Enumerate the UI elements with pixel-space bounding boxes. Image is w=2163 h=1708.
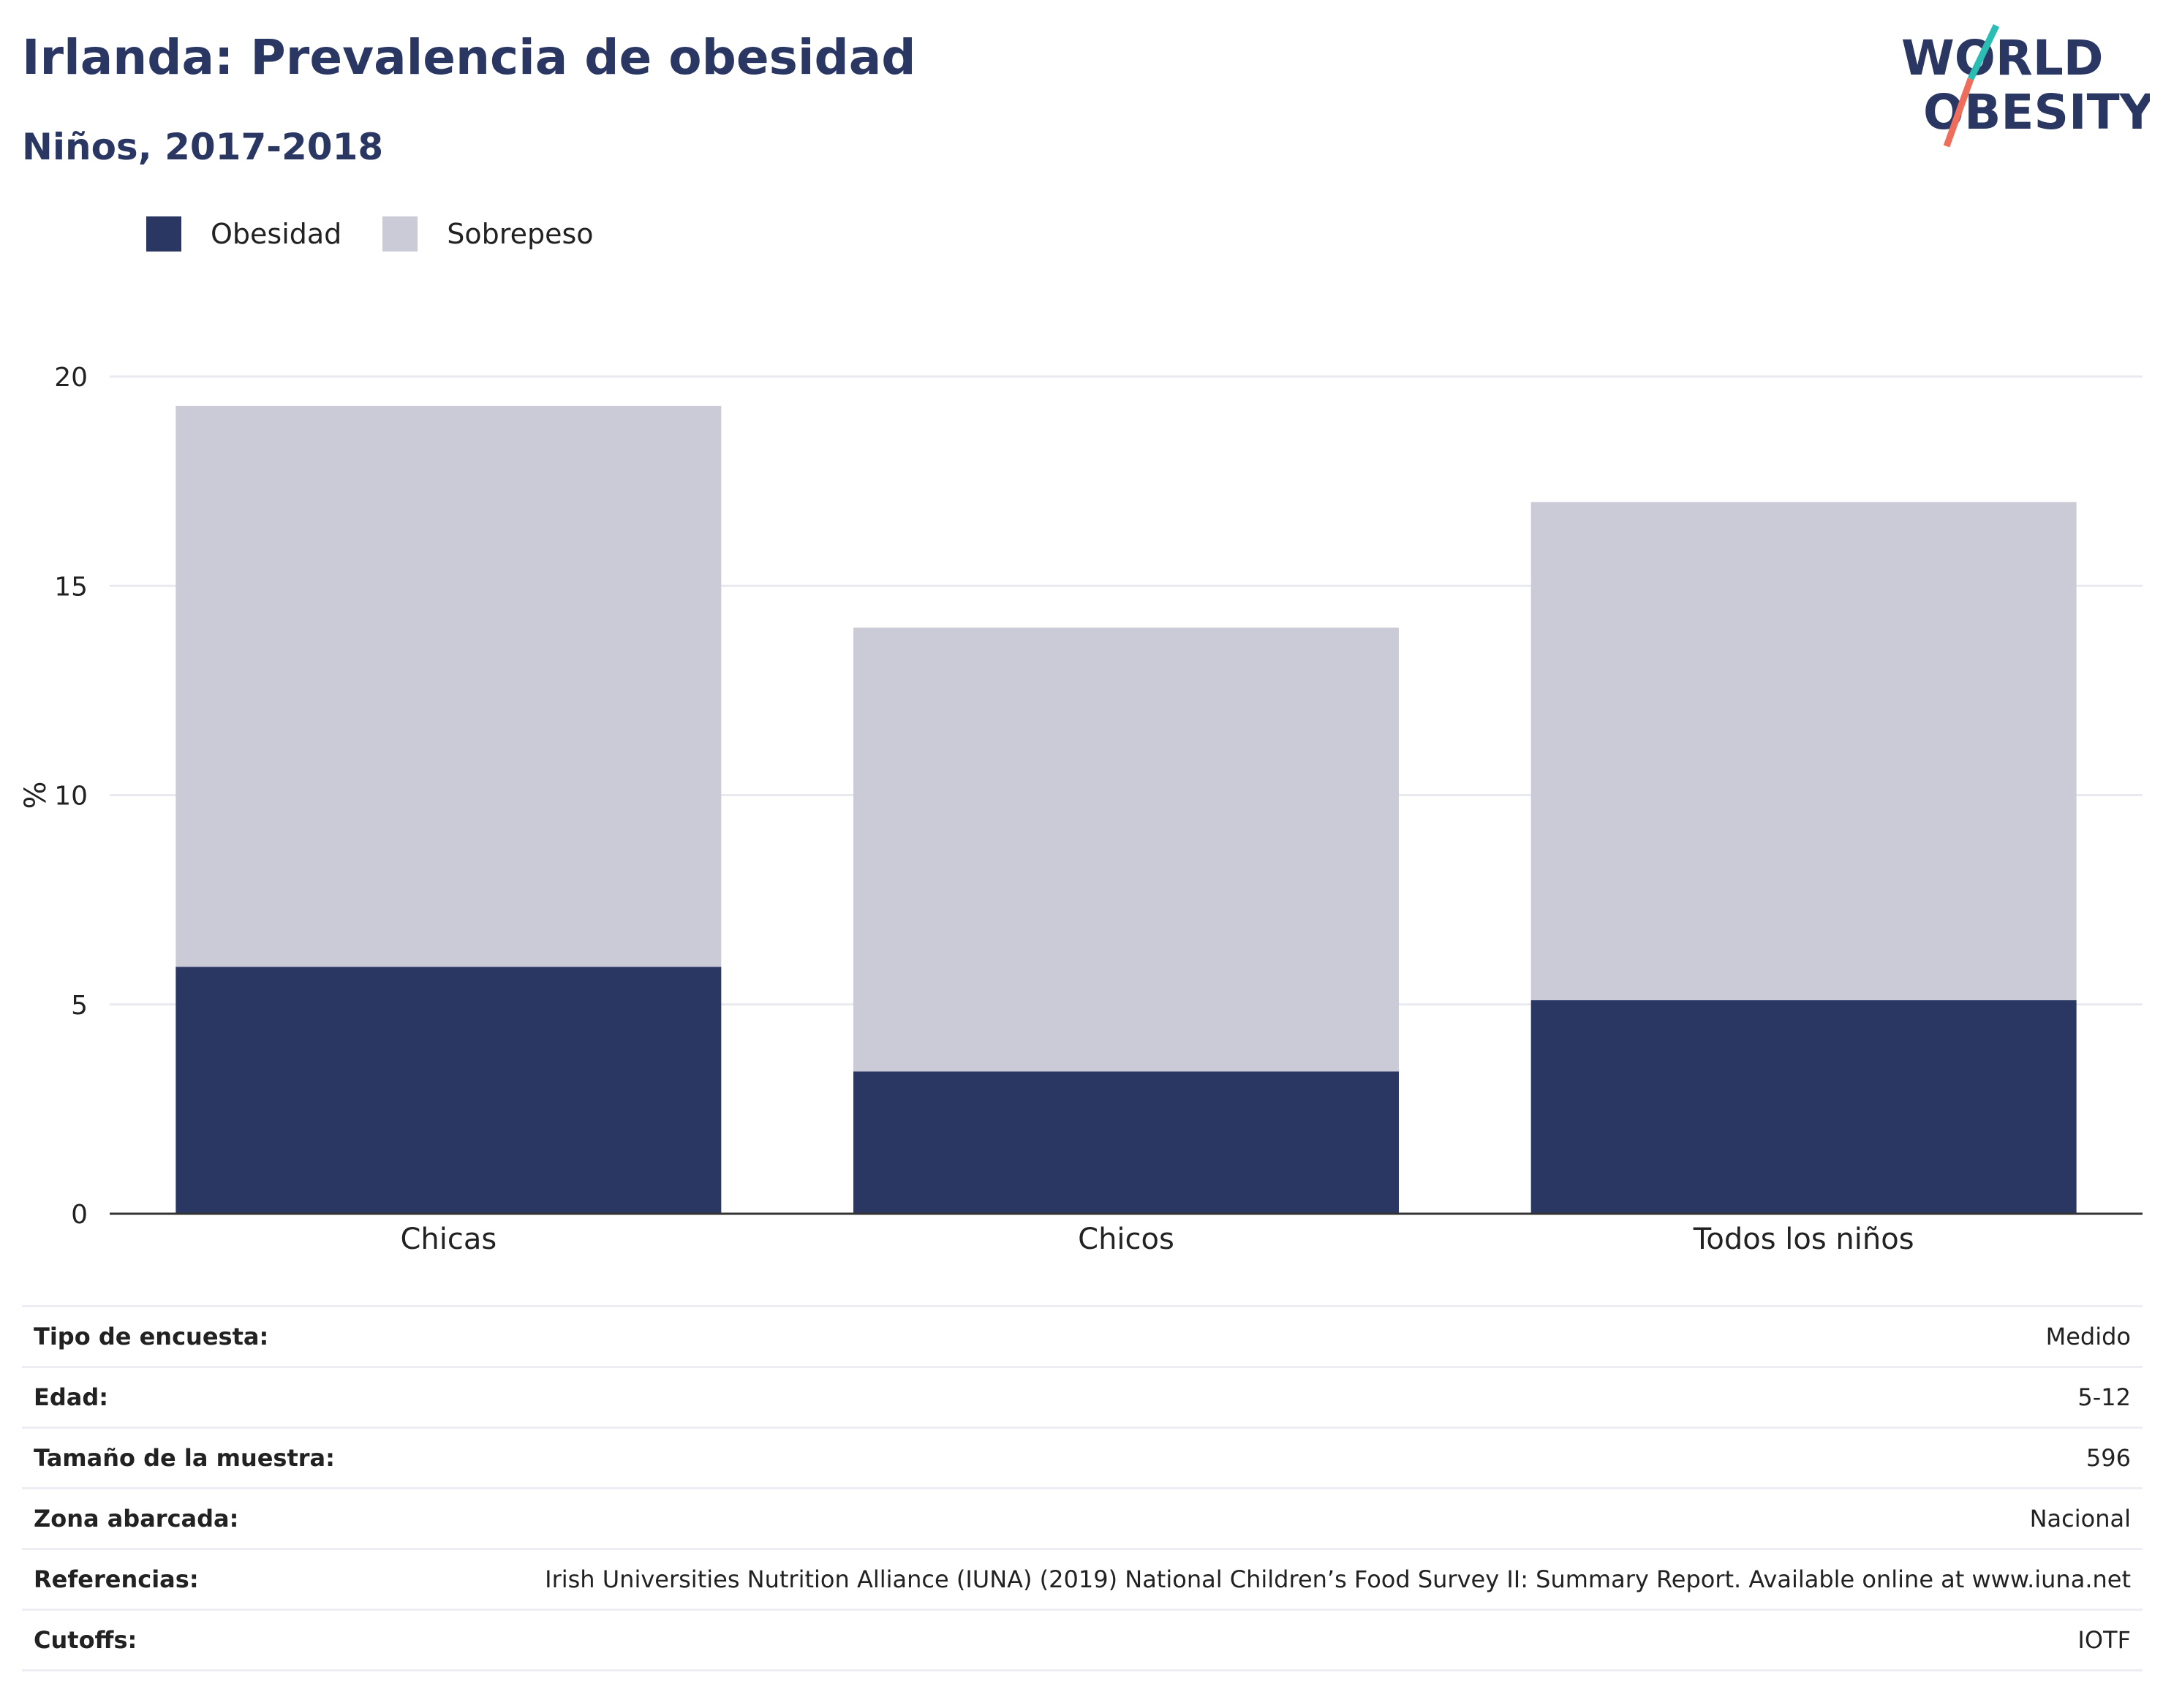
legend-item-obesity[interactable]: Obesidad (146, 216, 341, 252)
logo-teal-stroke (1967, 24, 2000, 80)
x-tick-label: Chicos (1078, 1223, 1174, 1256)
info-key: Edad: (34, 1383, 109, 1411)
info-row: Zona abarcada: Nacional (22, 1488, 2143, 1549)
info-value: IOTF (2077, 1626, 2131, 1654)
info-value: 596 (2085, 1444, 2131, 1472)
info-key: Referencias: (34, 1565, 199, 1593)
legend-label-obesity: Obesidad (211, 218, 342, 250)
info-row: Cutoffs: IOTF (22, 1609, 2143, 1671)
info-key: Tipo de encuesta: (34, 1323, 269, 1350)
info-key: Cutoffs: (34, 1626, 137, 1654)
info-row: Tamaño de la muestra: 596 (22, 1427, 2143, 1489)
bar-obesity (853, 1071, 1399, 1214)
legend-item-overweight[interactable]: Sobrepeso (382, 216, 594, 252)
y-tick-label: 15 (54, 572, 88, 602)
info-value: Medido (2045, 1323, 2131, 1350)
y-tick-label: 20 (54, 363, 88, 393)
stacked-bar-chart: 0 5 10 15 20% Chicas Chicos Todos los niños (19, 363, 2143, 1256)
legend-swatch-obesity (146, 216, 181, 252)
bar-obesity (175, 967, 722, 1214)
info-row: Tipo de encuesta: Medido (22, 1306, 2143, 1367)
legend-label-overweight: Sobrepeso (447, 218, 594, 250)
x-tick-label: Todos los niños (1693, 1223, 1914, 1256)
legend-swatch-overweight (382, 216, 418, 252)
world-obesity-logo: WORLD OBESITY (1901, 24, 2150, 148)
chart-legend: Obesidad Sobrepeso (146, 216, 635, 252)
page-subtitle: Niños, 2017-2018 (22, 126, 384, 168)
logo-line1: WORLD (1901, 30, 2104, 86)
info-value: Nacional (2029, 1505, 2131, 1533)
bar-overweight (853, 627, 1399, 1072)
info-value: 5-12 (2077, 1383, 2131, 1411)
page-title: Irlanda: Prevalencia de obesidad (22, 29, 916, 86)
info-value: Irish Universities Nutrition Alliance (I… (545, 1565, 2131, 1593)
bar-overweight (1530, 502, 2077, 1001)
logo-coral-stroke (1943, 78, 1974, 148)
bar-obesity (1530, 1000, 2077, 1214)
y-tick-label: 10 (54, 782, 88, 812)
y-tick-label: 5 (71, 991, 88, 1021)
bar-overweight (175, 406, 722, 967)
y-tick-label: 0 (71, 1200, 88, 1230)
info-key: Zona abarcada: (34, 1505, 239, 1533)
info-key: Tamaño de la muestra: (34, 1444, 335, 1472)
x-tick-label: Chicas (400, 1223, 497, 1256)
survey-info-table: Tipo de encuesta: Medido Edad: 5-12 Tamaño d… (22, 1305, 2143, 1671)
y-axis-label: % (19, 781, 53, 809)
info-row: Edad: 5-12 (22, 1367, 2143, 1428)
info-row: Referencias: Irish Universities Nutrition… (22, 1549, 2143, 1610)
